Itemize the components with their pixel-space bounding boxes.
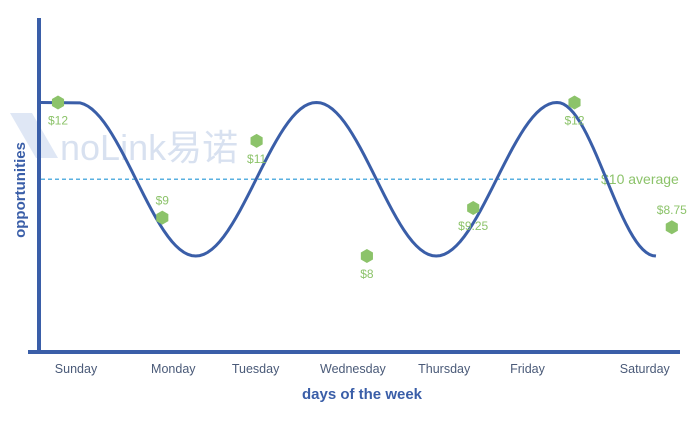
x-tick-label: Sunday [55,362,98,376]
price-label: $8 [360,267,374,281]
price-points: $12 $9 $11 $8 $9.25 $12 $8.75 [48,95,687,281]
watermark: noLink易诺 [10,113,238,168]
price-label: $9.25 [458,219,488,233]
price-point-marker [665,220,678,235]
price-point-marker [250,133,263,148]
x-tick-label: Tuesday [232,362,280,376]
y-axis-title: opportunities [12,142,29,238]
average-label: $10 average [601,171,679,187]
x-tick-label: Wednesday [320,362,387,376]
opportunity-wave-line [40,100,657,258]
price-point-marker [51,95,65,110]
price-point-marker [156,210,169,225]
price-label: $11 [247,152,266,166]
x-tick-label: Saturday [620,362,671,376]
price-point-marker [467,201,480,216]
x-tick-label: Friday [510,362,545,376]
price-label: $12 [564,113,584,127]
price-point-marker [360,249,373,264]
price-label: $9 [156,194,170,208]
price-label: $12 [48,113,68,127]
watermark-text: noLink易诺 [60,127,238,168]
price-point-marker [568,95,581,110]
price-label: $8.75 [657,203,687,217]
watermark-logo-mark [10,113,58,158]
x-axis-title: days of the week [302,386,423,403]
x-tick-label: Monday [151,362,196,376]
x-tick-label: Thursday [418,362,471,376]
x-tick-labels: Sunday Monday Tuesday Wednesday Thursday Frid… [55,362,671,376]
